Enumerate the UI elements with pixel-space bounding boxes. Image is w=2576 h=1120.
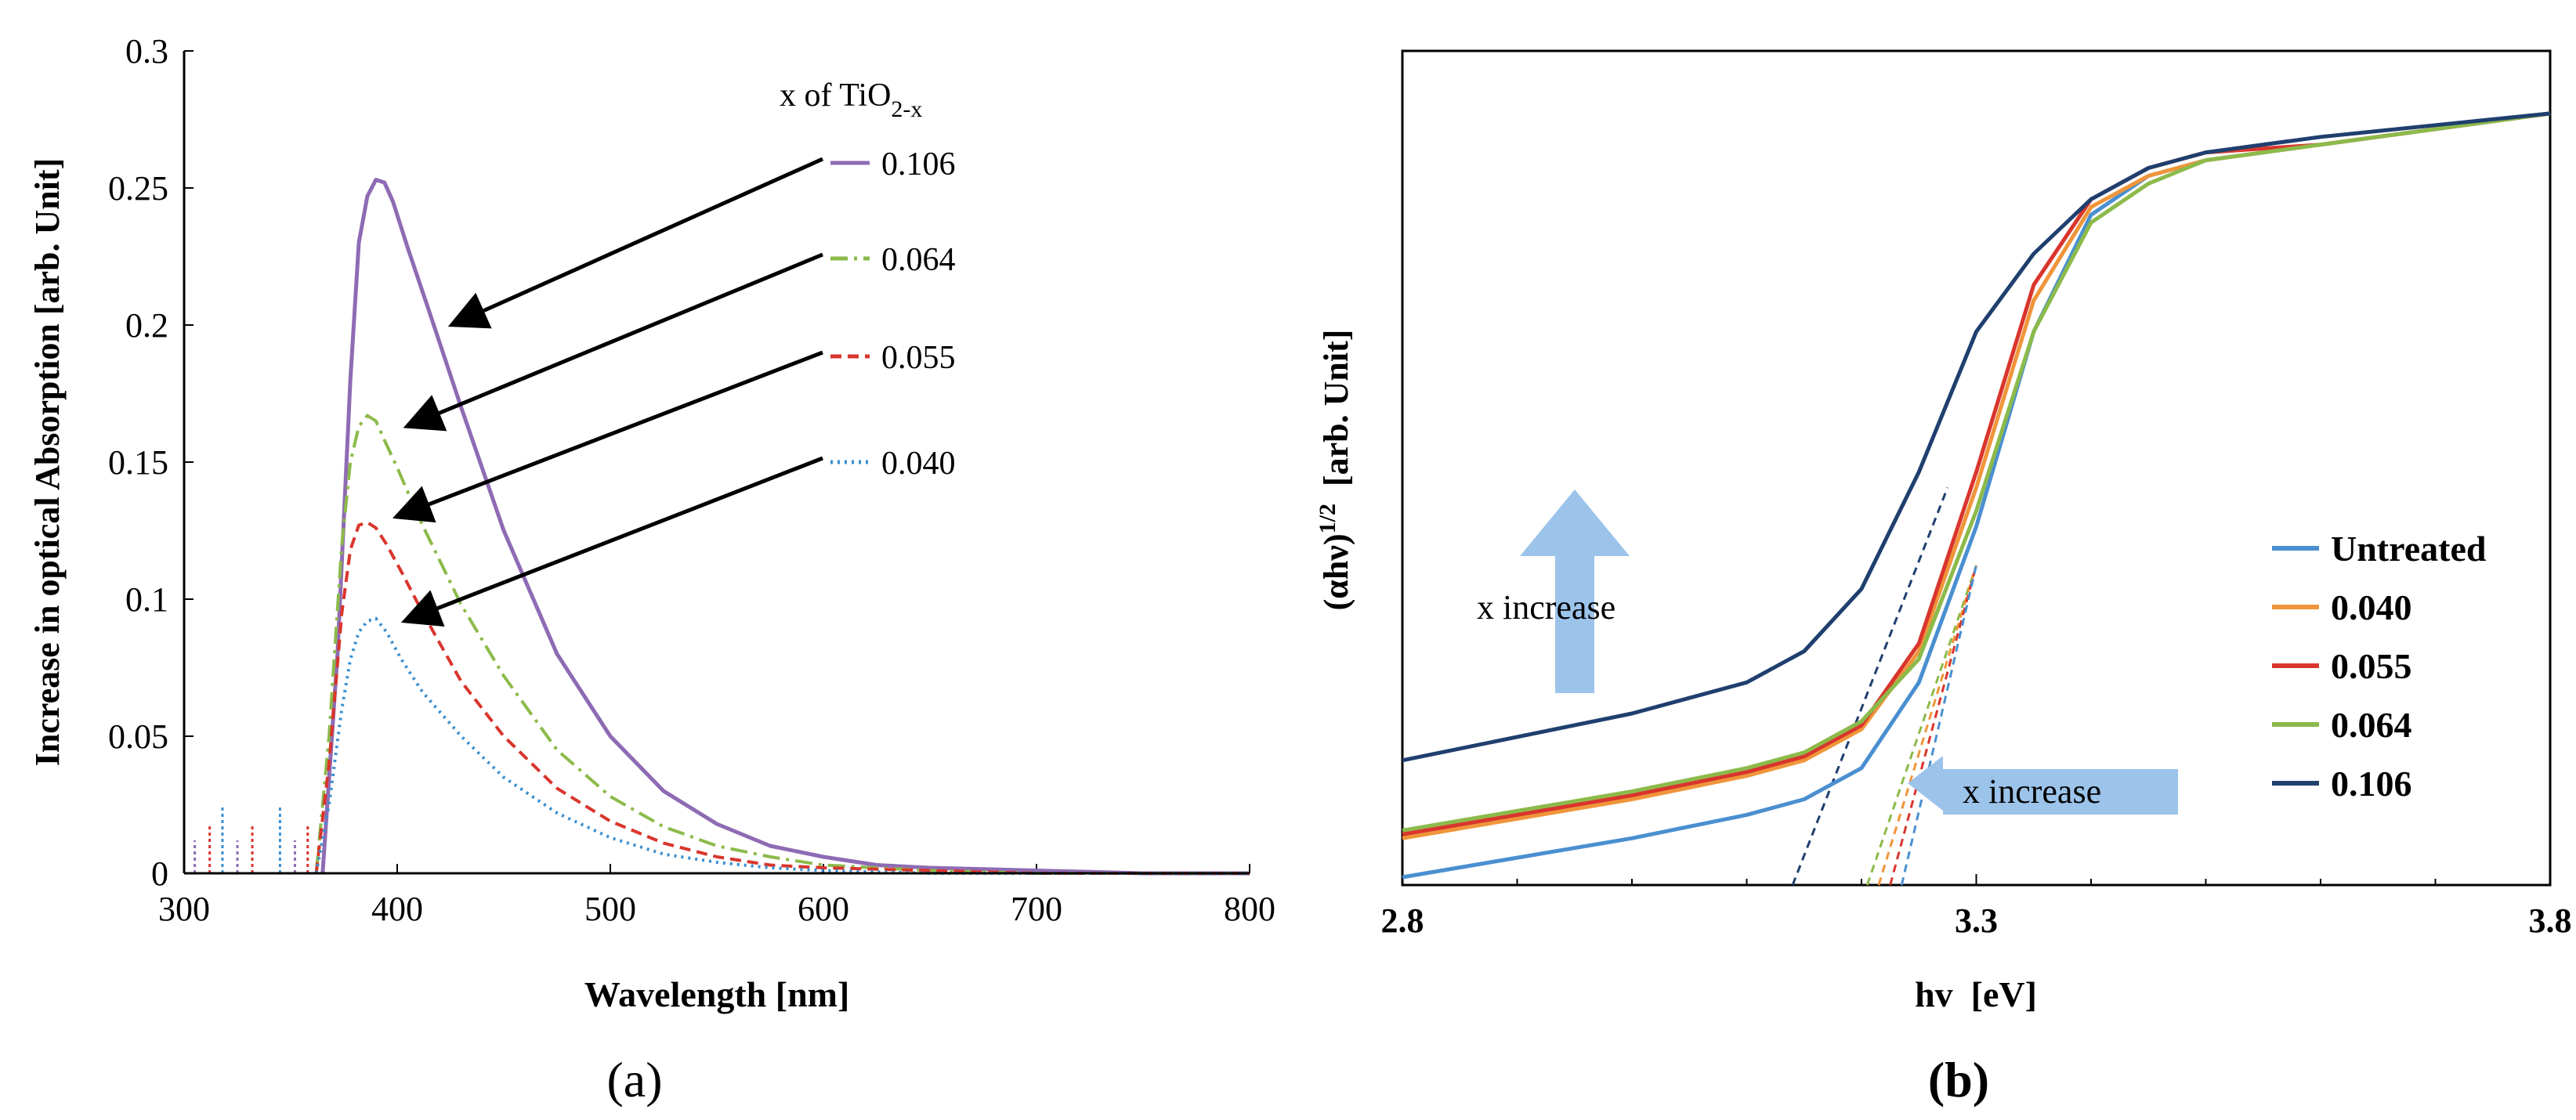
b-series — [1402, 111, 2551, 880]
a-arrow-0.055 — [393, 350, 823, 523]
a-legend-label-0.040: 0.040 — [881, 446, 956, 482]
b-annotation-left: x increase — [1963, 772, 2101, 811]
a-arrow-0.040 — [400, 456, 823, 627]
b-series-0.055 — [1402, 111, 2551, 836]
a-ytick-label: 0.1 — [125, 580, 168, 619]
a-ytick-label: 0.3 — [125, 32, 168, 70]
b-tangent-1 — [1865, 565, 1977, 886]
b-tangent-3 — [1889, 565, 1977, 886]
a-legend: 0.106 0.064 0.055 0.040 — [830, 146, 956, 482]
b-series-0.106 — [1402, 111, 2551, 763]
b-xtick-label: 3.3 — [1955, 901, 1998, 940]
a-series-0.106 — [320, 178, 1250, 876]
a-xtick-label: 400 — [371, 890, 423, 928]
a-arrow-0.106 — [447, 157, 824, 329]
b-legend-label-0.040: 0.040 — [2331, 587, 2412, 627]
b-ticks: 2.8 3.3 3.8 — [1381, 874, 2572, 940]
a-ytick-label: 0.25 — [108, 169, 168, 208]
b-arrow-left — [1908, 756, 2178, 815]
a-xtick-label: 600 — [798, 890, 849, 928]
a-ytick-label: 0.05 — [108, 717, 168, 756]
b-tangents — [1791, 486, 1977, 886]
a-panel-label: (a) — [606, 1052, 662, 1107]
a-arrows — [393, 157, 824, 627]
a-legend-title: x of TiO2-x — [780, 78, 922, 122]
b-arrow-up — [1520, 490, 1630, 693]
a-series-0.040 — [314, 616, 1250, 875]
a-ticks: 300 400 500 600 700 800 0 0.05 0.1 0.15 0.2 0.25 0.3 — [108, 32, 1275, 928]
panel-b: 2.8 3.3 3.8 x increase x increase Untreate… — [1315, 49, 2572, 1107]
a-arrow-0.064 — [403, 252, 823, 432]
a-ytick-label: 0.2 — [125, 306, 168, 345]
a-ytick-label: 0.15 — [108, 443, 168, 482]
panel-a: 300 400 500 600 700 800 0 0.05 0.1 0.15 0.2 0.25 0.3… — [28, 32, 1275, 1107]
a-xtick-label: 700 — [1011, 890, 1062, 928]
b-annotation-up: x increase — [1477, 588, 1615, 627]
a-xtick-label: 300 — [158, 890, 210, 928]
b-legend-label-Untreated: Untreated — [2331, 529, 2487, 569]
a-xtick-label: 500 — [584, 890, 636, 928]
a-xtick-label: 800 — [1224, 890, 1275, 928]
b-legend: Untreated 0.040 0.055 0.064 0.106 — [2272, 529, 2487, 804]
b-legend-label-0.064: 0.064 — [2331, 705, 2412, 745]
a-series-0.055 — [314, 521, 1250, 875]
b-tangent-4 — [1900, 565, 1977, 886]
b-tangent-0 — [1791, 486, 1949, 886]
b-ylabel: (αhν)1/2 [arb. Unit] — [1315, 330, 1355, 611]
a-xlabel: Wavelength [nm] — [584, 974, 850, 1014]
b-legend-label-0.055: 0.055 — [2331, 646, 2412, 686]
b-legend-label-0.106: 0.106 — [2331, 764, 2412, 804]
b-tangent-2 — [1877, 565, 1977, 886]
a-series-0.064 — [314, 414, 1250, 875]
a-legend-label-0.064: 0.064 — [881, 242, 956, 278]
b-xlabel: hv [eV] — [1915, 974, 2037, 1014]
b-xtick-label: 3.8 — [2529, 901, 2572, 940]
a-series — [194, 178, 1250, 876]
b-panel-label: (b) — [1928, 1052, 1989, 1107]
a-legend-label-0.106: 0.106 — [881, 146, 956, 182]
a-legend-label-0.055: 0.055 — [881, 340, 956, 376]
a-ytick-label: 0 — [151, 854, 168, 893]
a-ylabel: Increase in optical Absorption [arb. Uni… — [28, 158, 67, 767]
b-series-0.064 — [1402, 111, 2551, 833]
b-xtick-label: 2.8 — [1381, 901, 1424, 940]
